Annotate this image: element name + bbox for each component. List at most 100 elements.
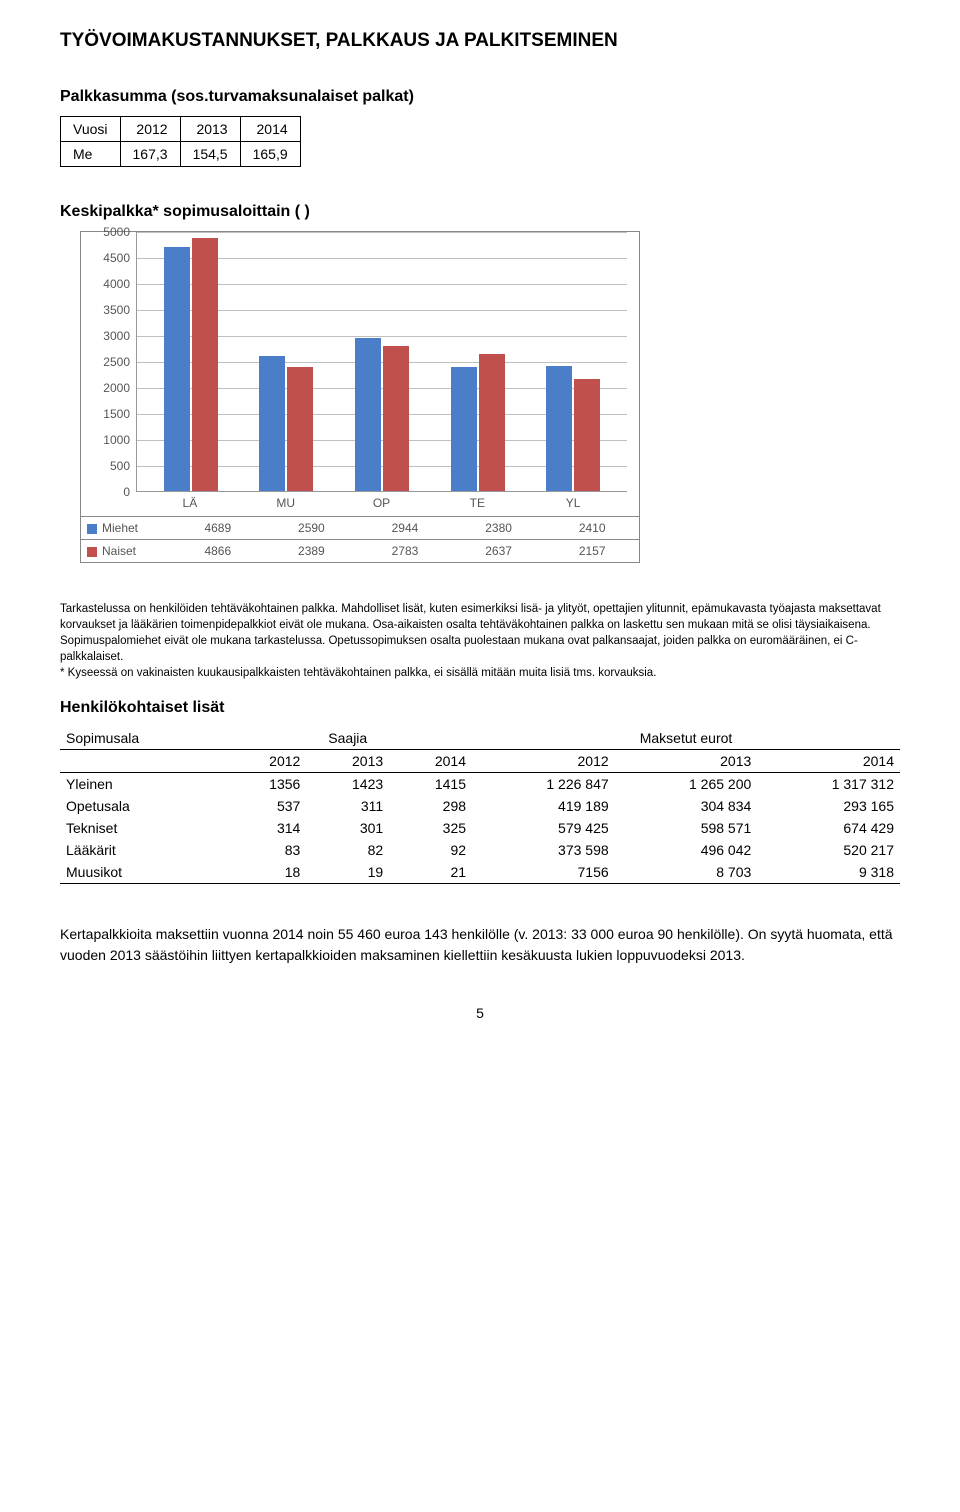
- bar: [287, 367, 313, 491]
- lisat-cell: 298: [389, 795, 472, 817]
- legend-value: 2590: [265, 517, 359, 540]
- lisat-cell: 579 425: [472, 817, 615, 839]
- t1-c1: 154,5: [180, 142, 240, 167]
- bottom-paragraph: Kertapalkkioita maksettiin vuonna 2014 n…: [60, 924, 900, 965]
- lisat-cell: 301: [306, 817, 389, 839]
- legend-series-name: Naiset: [102, 544, 136, 558]
- y-tick-label: 4000: [103, 277, 130, 291]
- lisat-group1-label: Saajia: [223, 727, 472, 750]
- t1-rowlabel: Me: [61, 142, 121, 167]
- lisat-cell: 598 571: [615, 817, 758, 839]
- lisat-row-label: Lääkärit: [60, 839, 223, 861]
- lisat-col1-label: Sopimusala: [60, 727, 223, 750]
- bar: [383, 346, 409, 491]
- page-number: 5: [60, 1005, 900, 1021]
- bar: [259, 356, 285, 491]
- lisat-row-label: Yleinen: [60, 773, 223, 796]
- lisat-cell: 314: [223, 817, 306, 839]
- lisat-cell: 92: [389, 839, 472, 861]
- t1-c2: 165,9: [240, 142, 300, 167]
- lisat-cell: 21: [389, 861, 472, 884]
- lisat-cell: 83: [223, 839, 306, 861]
- lisat-cell: 496 042: [615, 839, 758, 861]
- lisat-cell: 419 189: [472, 795, 615, 817]
- legend-series-name: Miehet: [102, 521, 138, 535]
- y-tick-label: 1500: [103, 407, 130, 421]
- y-tick-label: 500: [110, 459, 130, 473]
- bar: [546, 366, 572, 491]
- lisat-cell: 82: [306, 839, 389, 861]
- lisat-year-header: 2012: [472, 750, 615, 773]
- y-tick-label: 1000: [103, 433, 130, 447]
- legend-value: 2380: [452, 517, 546, 540]
- lisat-row-label: Muusikot: [60, 861, 223, 884]
- bar: [574, 379, 600, 491]
- y-tick-label: 3500: [103, 303, 130, 317]
- palkkasumma-table: Vuosi 2012 2013 2014 Me 167,3 154,5 165,…: [60, 116, 301, 167]
- y-tick-label: 3000: [103, 329, 130, 343]
- lisat-cell: 520 217: [757, 839, 900, 861]
- chart-title: Keskipalkka* sopimusaloittain ( ): [60, 203, 900, 221]
- lisat-cell: 325: [389, 817, 472, 839]
- lisat-title: Henkilökohtaiset lisät: [60, 699, 900, 717]
- lisat-cell: 373 598: [472, 839, 615, 861]
- t1-h3: 2014: [240, 117, 300, 142]
- lisat-cell: 1415: [389, 773, 472, 796]
- lisat-cell: 9 318: [757, 861, 900, 884]
- lisat-row-label: Tekniset: [60, 817, 223, 839]
- lisat-cell: 1 265 200: [615, 773, 758, 796]
- lisat-cell: 304 834: [615, 795, 758, 817]
- y-tick-label: 0: [123, 485, 130, 499]
- keskipalkka-chart: 0500100015002000250030003500400045005000…: [60, 231, 900, 563]
- lisat-year-header: 2014: [757, 750, 900, 773]
- legend-swatch: [87, 524, 97, 534]
- lisat-table: SopimusalaSaajiaMaksetut eurot2012201320…: [60, 727, 900, 884]
- t1-h2: 2013: [180, 117, 240, 142]
- x-tick-label: MU: [257, 496, 315, 510]
- legend-value: 2944: [358, 517, 452, 540]
- lisat-cell: 537: [223, 795, 306, 817]
- legend-swatch: [87, 547, 97, 557]
- y-tick-label: 4500: [103, 251, 130, 265]
- bar: [451, 367, 477, 491]
- lisat-cell: 18: [223, 861, 306, 884]
- table1-title: Palkkasumma (sos.turvamaksunalaiset palk…: [60, 88, 900, 106]
- bar: [355, 338, 381, 491]
- lisat-cell: 7156: [472, 861, 615, 884]
- legend-value: 2783: [358, 540, 452, 563]
- legend-value: 4866: [171, 540, 265, 563]
- bar: [479, 354, 505, 491]
- legend-value: 4689: [171, 517, 265, 540]
- lisat-year-header: 2012: [223, 750, 306, 773]
- page-title: TYÖVOIMAKUSTANNUKSET, PALKKAUS JA PALKIT…: [60, 30, 900, 52]
- y-tick-label: 2000: [103, 381, 130, 395]
- t1-c0: 167,3: [120, 142, 180, 167]
- legend-value: 2157: [545, 540, 639, 563]
- lisat-cell: 1 226 847: [472, 773, 615, 796]
- lisat-cell: 19: [306, 861, 389, 884]
- x-tick-label: TE: [448, 496, 506, 510]
- legend-value: 2410: [545, 517, 639, 540]
- lisat-year-header: 2013: [615, 750, 758, 773]
- x-tick-label: OP: [352, 496, 410, 510]
- t1-h1: 2012: [120, 117, 180, 142]
- t1-h0: Vuosi: [61, 117, 121, 142]
- lisat-cell: 1423: [306, 773, 389, 796]
- legend-value: 2389: [265, 540, 359, 563]
- x-tick-label: YL: [544, 496, 602, 510]
- y-tick-label: 2500: [103, 355, 130, 369]
- lisat-year-header: 2013: [306, 750, 389, 773]
- lisat-cell: 674 429: [757, 817, 900, 839]
- y-tick-label: 5000: [103, 225, 130, 239]
- legend-value: 2637: [452, 540, 546, 563]
- lisat-cell: 1 317 312: [757, 773, 900, 796]
- lisat-cell: 8 703: [615, 861, 758, 884]
- lisat-year-header: 2014: [389, 750, 472, 773]
- bar: [164, 247, 190, 491]
- x-tick-label: LÄ: [161, 496, 219, 510]
- lisat-cell: 1356: [223, 773, 306, 796]
- lisat-group2-label: Maksetut eurot: [472, 727, 900, 750]
- lisat-row-label: Opetusala: [60, 795, 223, 817]
- bar: [192, 238, 218, 491]
- chart-footnote: Tarkastelussa on henkilöiden tehtäväkoht…: [60, 601, 900, 681]
